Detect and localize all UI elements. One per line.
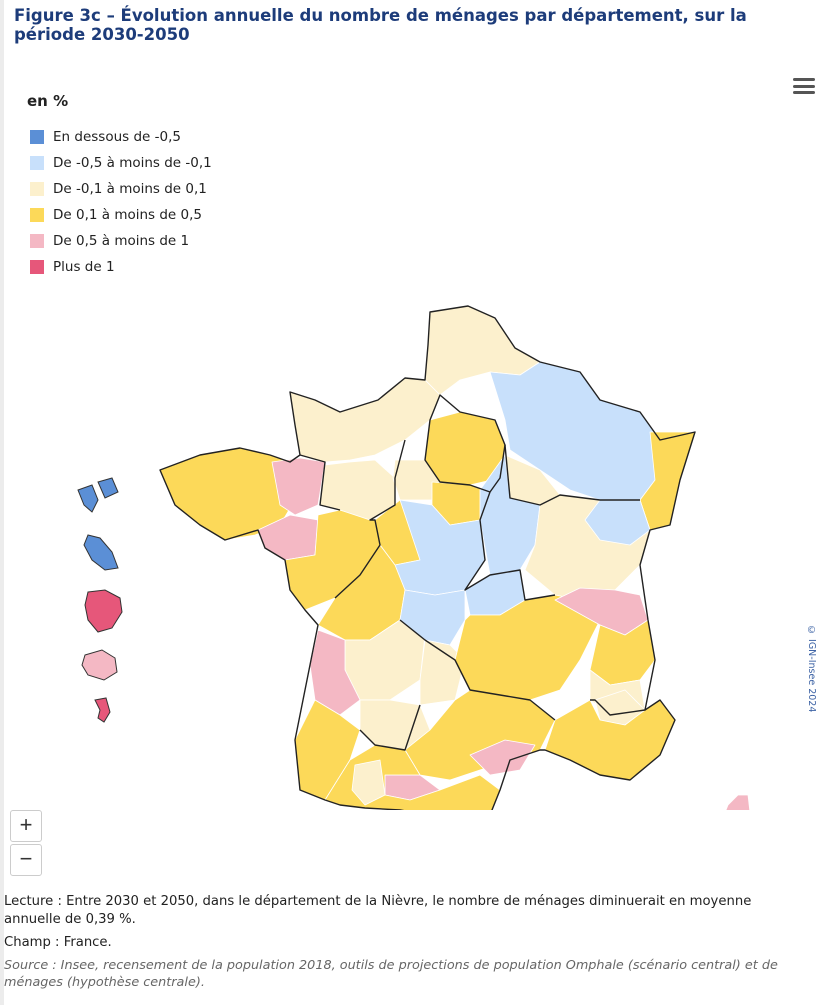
region-haute-corse[interactable] [722,794,752,810]
legend-label: En dessous de -0,5 [53,129,181,145]
chart-title: Figure 3c – Évolution annuelle du nombre… [14,6,747,44]
page-border [0,0,4,1005]
region-borders [159,305,696,810]
guyane-shape[interactable] [84,589,123,633]
legend-item-above-1[interactable]: Plus de 1 [30,254,212,280]
lecture-note: Lecture : Entre 2030 et 2050, dans le dé… [4,894,752,927]
legend-swatch [30,260,44,274]
legend-swatch [30,234,44,248]
zoom-in-button[interactable]: + [10,810,42,842]
region-ille-et-vilaine[interactable] [271,457,326,516]
mayotte-shape[interactable] [94,697,111,723]
legend-swatch [30,156,44,170]
legend-label: De 0,1 à moins de 0,5 [53,207,202,223]
legend-item-0-5-to-1[interactable]: De 0,5 à moins de 1 [30,228,212,254]
legend-label: De -0,5 à moins de -0,1 [53,155,212,171]
legend-swatch [30,182,44,196]
legend-title: en % [27,92,69,110]
legend-swatch [30,130,44,144]
champ-note: Champ : France. [4,935,112,950]
map-credit: © IGN-Insee 2024 [806,625,817,713]
region-gironde[interactable] [309,629,361,716]
legend-label: Plus de 1 [53,259,115,275]
region-herault[interactable] [469,739,536,776]
zoom-out-button[interactable]: − [10,844,42,876]
legend-item-0-1-to-0-5[interactable]: De 0,1 à moins de 0,5 [30,202,212,228]
france-map[interactable] [0,290,819,810]
legend-item-minus-0-1-to-0-1[interactable]: De -0,1 à moins de 0,1 [30,176,212,202]
hamburger-menu-icon[interactable] [793,78,815,98]
legend-item-minus-0-5-to-minus-0-1[interactable]: De -0,5 à moins de -0,1 [30,150,212,176]
region-normandy[interactable] [289,377,441,463]
legend-item-below-minus-0-5[interactable]: En dessous de -0,5 [30,124,212,150]
legend: En dessous de -0,5 De -0,5 à moins de -0… [30,124,212,280]
martinique-shape[interactable] [83,534,119,571]
legend-swatch [30,208,44,222]
source-note: Source : Insee, recensement de la popula… [4,958,778,990]
footnotes: Lecture : Entre 2030 et 2050, dans le dé… [4,893,809,996]
legend-label: De -0,1 à moins de 0,1 [53,181,207,197]
region-gers[interactable] [351,759,386,806]
legend-label: De 0,5 à moins de 1 [53,233,190,249]
guadeloupe-shape[interactable] [77,477,119,513]
reunion-shape[interactable] [81,649,118,681]
